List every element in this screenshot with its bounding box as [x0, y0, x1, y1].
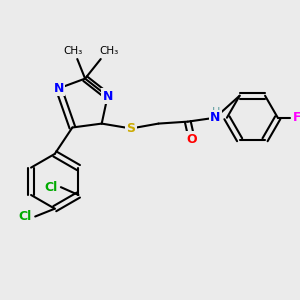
Text: O: O — [186, 133, 197, 146]
Text: Cl: Cl — [19, 210, 32, 223]
Text: F: F — [293, 111, 300, 124]
Text: CH₃: CH₃ — [64, 46, 83, 56]
Text: Cl: Cl — [44, 181, 58, 194]
Text: CH₃: CH₃ — [99, 46, 118, 56]
Text: N: N — [53, 82, 64, 95]
Text: N: N — [102, 90, 113, 103]
Text: H: H — [212, 107, 220, 117]
Text: N: N — [210, 111, 220, 124]
Text: S: S — [127, 122, 136, 135]
